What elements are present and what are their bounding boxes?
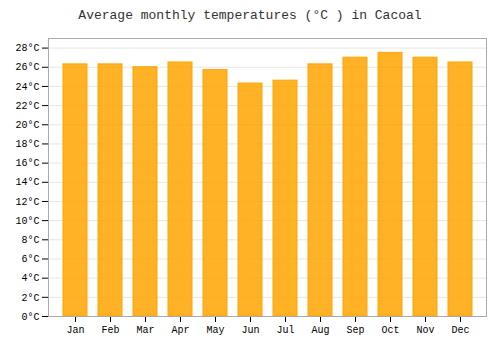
svg-text:Sep: Sep (346, 325, 364, 336)
svg-text:Nov: Nov (416, 325, 434, 336)
svg-text:2°C: 2°C (21, 293, 39, 304)
svg-text:Jun: Jun (241, 325, 259, 336)
svg-text:4°C: 4°C (21, 273, 39, 284)
svg-text:10°C: 10°C (15, 216, 39, 227)
svg-text:28°C: 28°C (15, 43, 39, 54)
svg-text:Dec: Dec (451, 325, 469, 336)
svg-text:Jul: Jul (276, 325, 294, 336)
svg-text:Feb: Feb (101, 325, 119, 336)
svg-text:8°C: 8°C (21, 235, 39, 246)
svg-text:May: May (206, 325, 224, 336)
svg-text:Oct: Oct (381, 325, 399, 336)
svg-text:26°C: 26°C (15, 62, 39, 73)
svg-text:16°C: 16°C (15, 158, 39, 169)
svg-text:12°C: 12°C (15, 197, 39, 208)
svg-text:14°C: 14°C (15, 177, 39, 188)
svg-text:18°C: 18°C (15, 139, 39, 150)
svg-text:22°C: 22°C (15, 101, 39, 112)
svg-text:20°C: 20°C (15, 120, 39, 131)
html-text:Average monthly temperatures (: Average monthly temperatures (°C ) in Ca… (78, 8, 422, 23)
svg-text:0°C: 0°C (21, 312, 39, 323)
svg-text:6°C: 6°C (21, 254, 39, 265)
svg-text:Aug: Aug (311, 325, 329, 336)
svg-text:24°C: 24°C (15, 82, 39, 93)
svg-text:Jan: Jan (66, 325, 84, 336)
svg-text:Mar: Mar (136, 325, 154, 336)
svg-text:Apr: Apr (171, 325, 189, 336)
